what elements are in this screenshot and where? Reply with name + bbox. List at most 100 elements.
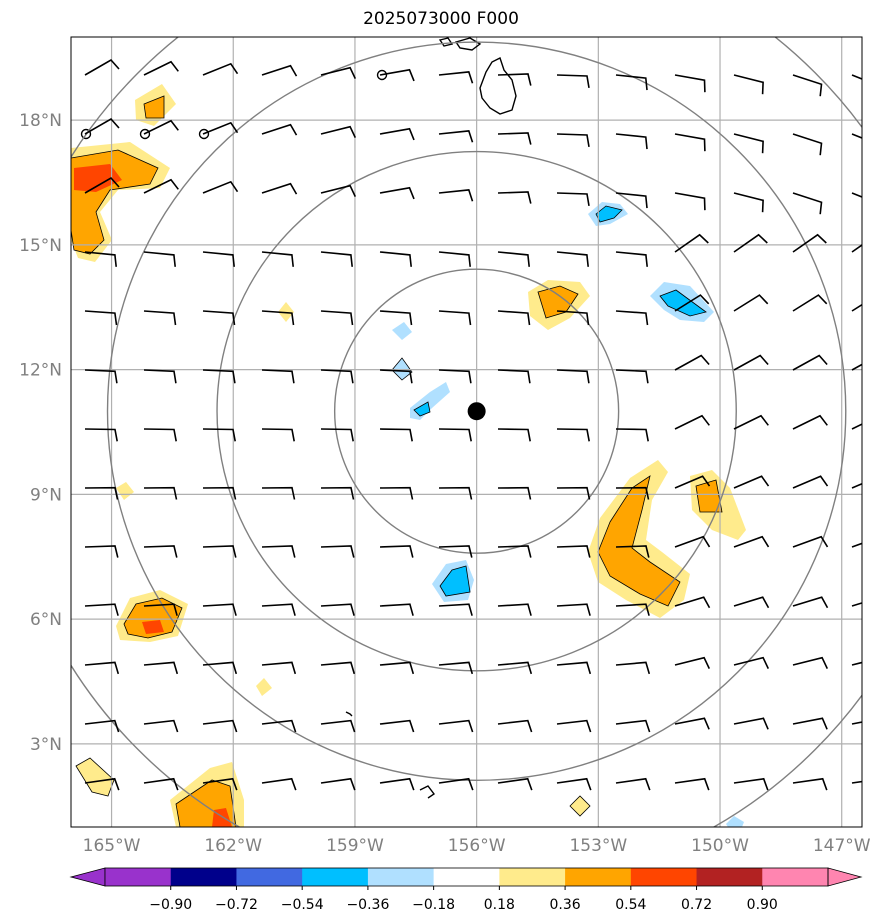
- shaded-region: [392, 322, 412, 340]
- range-ring: [106, 41, 847, 782]
- wind-barb: [851, 482, 862, 489]
- map-title: 2025073000 F000: [363, 9, 519, 29]
- wind-barb: [379, 251, 412, 267]
- wind-barb: [261, 428, 295, 442]
- wind-barb: [792, 354, 828, 371]
- wind-barb: [556, 603, 591, 616]
- lon-tick-label: 162°W: [204, 836, 262, 856]
- wind-barb: [556, 428, 590, 442]
- colorbar-tick-label: −0.18: [412, 897, 455, 913]
- wind-barb: [438, 310, 472, 326]
- wind-barb: [379, 545, 414, 558]
- wind-barb: [202, 661, 238, 675]
- wind-barb: [261, 545, 296, 558]
- longitude-labels: 165°W 162°W 159°W 156°W 153°W 150°W 147°W: [83, 836, 871, 856]
- wind-barb: [438, 486, 473, 500]
- wind-barb: [851, 661, 862, 666]
- coastline: [345, 711, 353, 717]
- wind-barb: [438, 130, 474, 143]
- lat-tick-label: 18°N: [19, 111, 62, 131]
- wind-barb: [851, 363, 862, 371]
- colorbar-segment: [433, 868, 500, 886]
- wind-barb: [380, 837, 414, 848]
- wind-barb: [84, 176, 120, 194]
- wind-barb: [674, 74, 706, 93]
- wind-barb: [733, 535, 770, 548]
- wind-barb: [261, 719, 297, 733]
- wind-barb: [320, 310, 354, 326]
- wind-barb: [143, 251, 176, 267]
- colorbar-segment: [236, 868, 303, 886]
- wind-barb: [320, 428, 354, 442]
- wind-barb: [674, 294, 710, 312]
- colorbar-segment: [762, 868, 829, 886]
- wind-barb: [202, 180, 239, 194]
- island-marker: [376, 69, 388, 81]
- wind-barb: [733, 475, 770, 489]
- wind-barb: [674, 717, 710, 730]
- lat-tick-label: 9°N: [30, 485, 62, 505]
- wind-barb: [320, 603, 355, 616]
- shaded-region: [597, 475, 681, 607]
- wind-barb: [438, 251, 471, 267]
- wind-barb: [320, 184, 357, 197]
- wind-barb: [733, 354, 769, 371]
- wind-barb: [143, 777, 179, 791]
- wind-barb: [84, 117, 120, 135]
- wind-barb: [674, 596, 711, 609]
- wind-barbs: [84, 58, 862, 848]
- coastline: [419, 785, 436, 799]
- range-ring: [333, 268, 620, 554]
- wind-barb: [143, 603, 178, 616]
- wind-barb: [379, 428, 413, 442]
- wind-barb: [733, 294, 769, 312]
- wind-barb: [497, 73, 532, 86]
- wind-barb: [497, 545, 532, 558]
- wind-barb: [497, 132, 532, 145]
- wind-barb: [438, 603, 473, 616]
- shaded-region: [71, 149, 159, 255]
- colorbar-tick-label: −0.72: [215, 897, 258, 913]
- shaded-region: [659, 289, 707, 317]
- shaded-region: [413, 401, 431, 417]
- wind-barb: [792, 777, 828, 791]
- wind-barb: [379, 68, 415, 82]
- wind-barb: [202, 310, 236, 326]
- wind-barb: [143, 661, 179, 675]
- lat-tick-label: 6°N: [30, 610, 62, 630]
- graticule: [71, 37, 862, 827]
- wind-barb: [202, 121, 239, 135]
- lat-tick-label: 12°N: [19, 361, 62, 381]
- wind-barb: [84, 719, 120, 733]
- wind-barb: [438, 661, 474, 675]
- shaded-region: [569, 795, 591, 817]
- wind-barb: [556, 545, 591, 558]
- wind-barb: [202, 719, 238, 733]
- wind-barb: [556, 192, 590, 207]
- wind-barb: [615, 369, 649, 384]
- wind-barb: [143, 486, 178, 500]
- shaded-region: [695, 479, 723, 513]
- colorbar-tick-label: −0.90: [149, 897, 192, 913]
- wind-barb: [497, 428, 531, 442]
- wind-barb: [438, 545, 473, 558]
- wind-barb: [497, 661, 533, 675]
- wind-barb: [497, 191, 532, 204]
- colorbar-segment: [696, 868, 763, 886]
- wind-barb: [261, 661, 297, 675]
- wind-barb: [84, 58, 120, 76]
- wind-barb: [261, 64, 298, 77]
- wind-barb: [261, 182, 298, 195]
- wind-barb: [143, 545, 178, 558]
- wind-barb: [733, 596, 770, 609]
- wind-barb: [320, 545, 355, 558]
- wind-barb: [497, 719, 533, 733]
- island-marker: [198, 128, 210, 140]
- map-frame: [70, 36, 863, 828]
- wind-barb: [438, 71, 474, 84]
- wind-barb: [851, 133, 862, 139]
- wind-barb: [674, 777, 710, 791]
- island-marker: [139, 128, 151, 140]
- wind-barb: [202, 251, 235, 267]
- colorbar-segment: [170, 868, 237, 886]
